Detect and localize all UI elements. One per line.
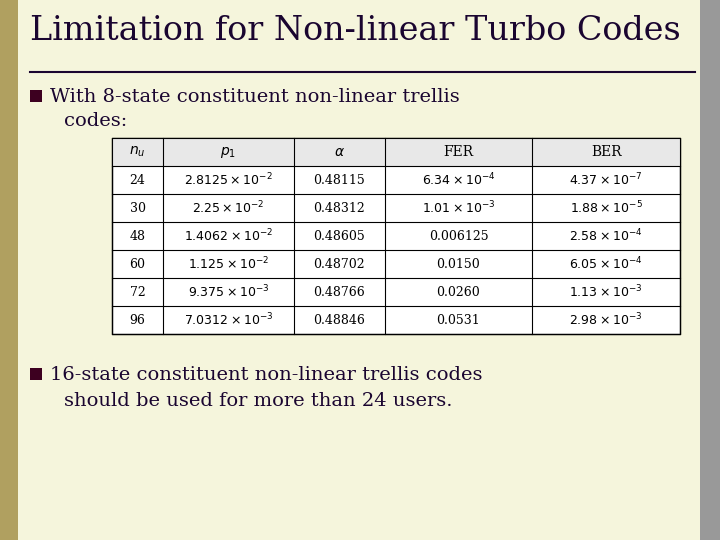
Text: 0.48312: 0.48312 (313, 201, 365, 214)
Text: With 8-state constituent non-linear trellis: With 8-state constituent non-linear trel… (50, 88, 460, 106)
Text: 0.48766: 0.48766 (313, 286, 365, 299)
Text: $1.88 \times 10^{-5}$: $1.88 \times 10^{-5}$ (570, 200, 643, 217)
Text: 0.0260: 0.0260 (436, 286, 480, 299)
Bar (112, 138, 680, 334)
Text: 0.48605: 0.48605 (313, 230, 365, 242)
Text: $2.8125 \times 10^{-2}$: $2.8125 \times 10^{-2}$ (184, 172, 273, 188)
Text: 0.48702: 0.48702 (313, 258, 365, 271)
Text: should be used for more than 24 users.: should be used for more than 24 users. (64, 392, 452, 410)
Bar (0, 0, 18, 540)
Text: $9.375 \times 10^{-3}$: $9.375 \times 10^{-3}$ (188, 284, 269, 300)
Text: 30: 30 (130, 201, 145, 214)
Bar (112, 138, 680, 166)
Text: $7.0312 \times 10^{-3}$: $7.0312 \times 10^{-3}$ (184, 312, 273, 328)
Text: 0.48846: 0.48846 (313, 314, 365, 327)
Bar (30, 368, 42, 380)
Text: 16-state constituent non-linear trellis codes: 16-state constituent non-linear trellis … (50, 366, 482, 384)
Bar (700, 0, 720, 540)
Text: 72: 72 (130, 286, 145, 299)
Text: $4.37 \times 10^{-7}$: $4.37 \times 10^{-7}$ (570, 172, 643, 188)
Text: codes:: codes: (64, 112, 127, 130)
Text: 0.0531: 0.0531 (436, 314, 480, 327)
Text: FER: FER (444, 145, 474, 159)
Text: BER: BER (591, 145, 621, 159)
Text: $6.05 \times 10^{-4}$: $6.05 \times 10^{-4}$ (570, 256, 643, 272)
Text: $1.01 \times 10^{-3}$: $1.01 \times 10^{-3}$ (422, 200, 495, 217)
Text: $2.98 \times 10^{-3}$: $2.98 \times 10^{-3}$ (570, 312, 643, 328)
Text: $6.34 \times 10^{-4}$: $6.34 \times 10^{-4}$ (422, 172, 495, 188)
Text: $1.4062 \times 10^{-2}$: $1.4062 \times 10^{-2}$ (184, 228, 273, 244)
Text: $n_u$: $n_u$ (130, 145, 146, 159)
Text: 48: 48 (130, 230, 145, 242)
Text: 0.0150: 0.0150 (436, 258, 480, 271)
Text: 60: 60 (130, 258, 145, 271)
Text: 96: 96 (130, 314, 145, 327)
Text: $1.125 \times 10^{-2}$: $1.125 \times 10^{-2}$ (188, 256, 269, 272)
Text: $p_1$: $p_1$ (220, 145, 236, 159)
Text: Limitation for Non-linear Turbo Codes: Limitation for Non-linear Turbo Codes (30, 15, 680, 47)
Text: $2.58 \times 10^{-4}$: $2.58 \times 10^{-4}$ (570, 228, 643, 244)
Text: 0.48115: 0.48115 (313, 173, 365, 186)
Bar (30, 90, 42, 102)
Text: 0.006125: 0.006125 (428, 230, 488, 242)
Text: $2.25 \times 10^{-2}$: $2.25 \times 10^{-2}$ (192, 200, 265, 217)
Text: $\alpha$: $\alpha$ (334, 145, 345, 159)
Text: 24: 24 (130, 173, 145, 186)
Text: $1.13 \times 10^{-3}$: $1.13 \times 10^{-3}$ (570, 284, 643, 300)
